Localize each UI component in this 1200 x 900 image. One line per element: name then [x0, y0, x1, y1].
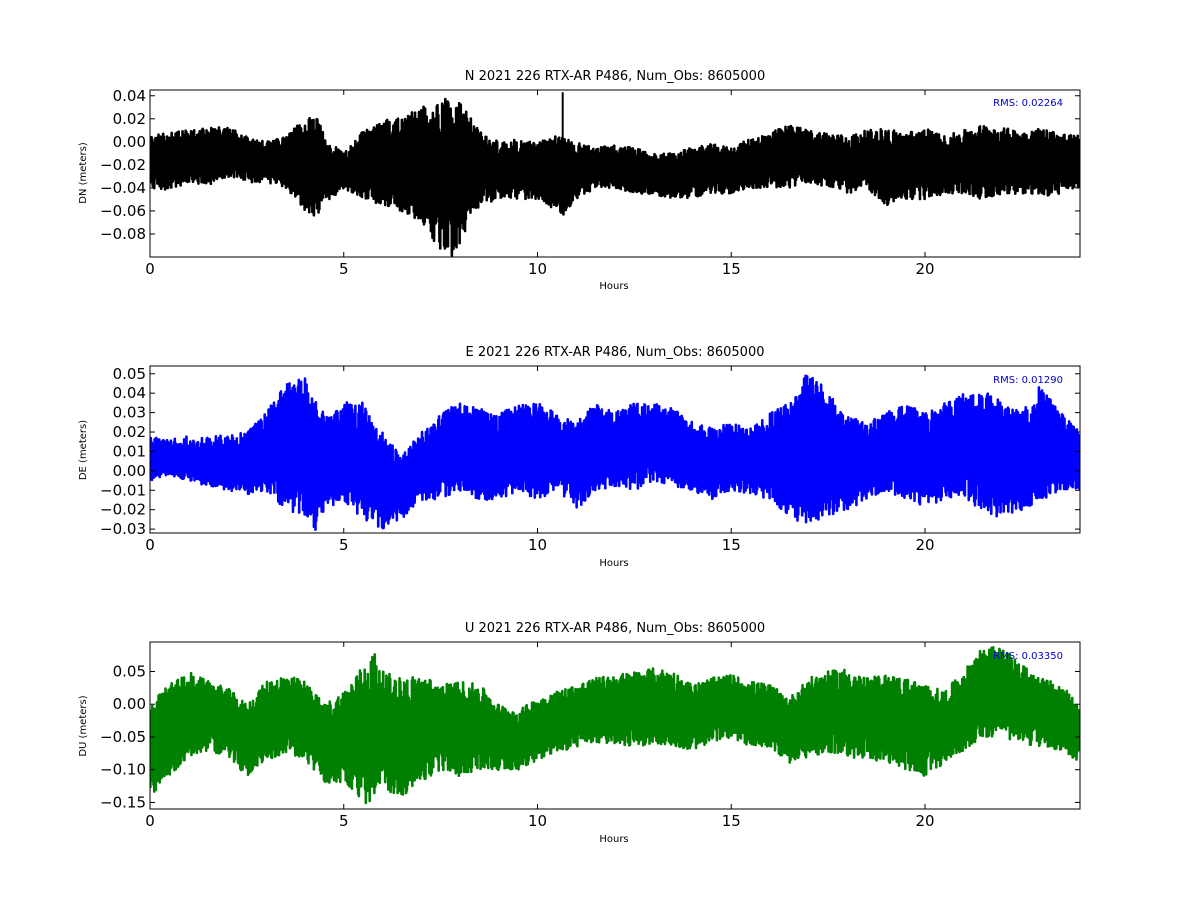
data-trace-north: [150, 97, 1080, 257]
x-axis-label-east: Hours: [599, 558, 628, 569]
panel-up: U 2021 226 RTX-AR P486, Num_Obs: 8605000…: [78, 621, 1081, 845]
plot-frame-north: [149, 89, 1081, 258]
y-tick-label-east: 0.03: [113, 404, 146, 422]
x-tick-label-north: 0: [145, 260, 155, 278]
plot-frame-up: [149, 641, 1081, 810]
ticks-up: 0 5 10 15 20 0.05 0.00 −0.05 −0.10 −0.15: [100, 642, 1080, 830]
y-axis-label-north: DN (meters): [78, 142, 89, 204]
data-trace-east: [150, 374, 1080, 531]
panel-north: N 2021 226 RTX-AR P486, Num_Obs: 8605000…: [78, 69, 1081, 292]
x-axis-label-north: Hours: [599, 281, 628, 292]
x-tick-label-east: 5: [339, 536, 349, 554]
y-tick-label-east: 0.05: [113, 365, 146, 383]
panel-title-north: N 2021 226 RTX-AR P486, Num_Obs: 8605000: [465, 69, 765, 84]
y-axis-label-east: DE (meters): [78, 420, 89, 480]
y-tick-label-east: −0.03: [100, 520, 146, 538]
panel-title-east: E 2021 226 RTX-AR P486, Num_Obs: 8605000: [466, 345, 765, 360]
x-tick-label-up: 15: [722, 812, 741, 830]
x-tick-label-east: 10: [528, 536, 547, 554]
series-up: [150, 646, 1080, 805]
y-tick-label-north: 0.00: [113, 133, 146, 151]
x-tick-label-east: 15: [722, 536, 741, 554]
y-tick-label-north: −0.06: [100, 202, 146, 220]
ticks-east: 0 5 10 15 20 0.050.04 0.030.020.01 0.00−0.01 −0.…: [100, 365, 1080, 554]
rms-label-east: RMS: 0.01290: [993, 375, 1063, 386]
y-tick-label-east: 0.04: [113, 384, 146, 402]
x-tick-label-up: 0: [145, 812, 155, 830]
x-tick-label-east: 20: [915, 536, 934, 554]
x-tick-label-up: 20: [915, 812, 934, 830]
x-tick-label-north: 10: [528, 260, 547, 278]
series-north: [150, 92, 1080, 257]
x-axis-label-up: Hours: [599, 834, 628, 845]
series-east: [150, 374, 1080, 531]
x-tick-label-up: 10: [528, 812, 547, 830]
y-tick-label-up: −0.05: [100, 728, 146, 746]
x-tick-label-north: 15: [722, 260, 741, 278]
y-tick-label-east: 0.00: [113, 462, 146, 480]
y-tick-label-north: 0.04: [113, 87, 146, 105]
y-tick-label-east: 0.02: [113, 423, 146, 441]
y-tick-label-up: −0.15: [100, 793, 146, 811]
y-tick-label-north: −0.02: [100, 156, 146, 174]
y-tick-label-north: −0.04: [100, 179, 146, 197]
y-tick-label-east: 0.01: [113, 442, 146, 460]
x-tick-label-north: 20: [915, 260, 934, 278]
x-tick-label-up: 5: [339, 812, 349, 830]
panel-title-up: U 2021 226 RTX-AR P486, Num_Obs: 8605000: [465, 621, 765, 636]
y-axis-label-up: DU (meters): [78, 695, 89, 756]
panel-east: E 2021 226 RTX-AR P486, Num_Obs: 8605000…: [78, 345, 1081, 569]
ticks-north: 0 5 10 15 20 0.04 0.02 0.00 −0.02 −0.04 −0.06 −0.08: [100, 87, 1080, 278]
y-tick-label-east: −0.02: [100, 501, 146, 519]
y-tick-label-north: −0.08: [100, 225, 146, 243]
data-trace-up: [150, 646, 1080, 805]
y-tick-label-up: 0.05: [113, 662, 146, 680]
rms-label-up: RMS: 0.03350: [993, 651, 1063, 662]
y-tick-label-north: 0.02: [113, 110, 146, 128]
rms-label-north: RMS: 0.02264: [993, 98, 1063, 109]
x-tick-label-north: 5: [339, 260, 349, 278]
y-tick-label-up: 0.00: [113, 695, 146, 713]
y-tick-label-east: −0.01: [100, 481, 146, 499]
x-tick-label-east: 0: [145, 536, 155, 554]
plot-frame-east: [149, 365, 1081, 534]
y-tick-label-up: −0.10: [100, 761, 146, 779]
